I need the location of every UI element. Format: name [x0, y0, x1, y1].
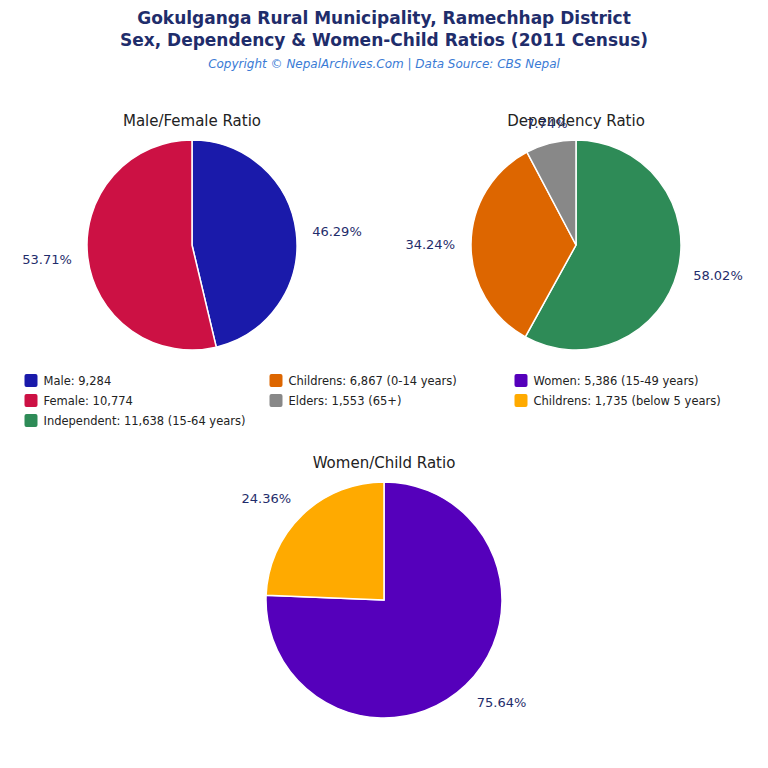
legend-label: Childrens: 6,867 (0-14 years)	[289, 374, 457, 388]
chart-title: Women/Child Ratio	[313, 454, 456, 472]
data-label: 58.02%	[693, 268, 743, 283]
legend-swatch	[25, 414, 38, 427]
pie-chart: Women/Child Ratio 75.64% 24.36%	[242, 454, 527, 718]
legend-swatch	[25, 394, 38, 407]
legend-item: Elders: 1,553 (65+)	[270, 394, 402, 408]
data-label: 24.36%	[242, 491, 292, 506]
slices	[471, 140, 681, 350]
title: Gokulganga Rural Municipality, Ramechhap…	[137, 8, 631, 28]
slices	[266, 482, 502, 718]
data-label: 75.64%	[477, 695, 527, 710]
pie-slice	[266, 482, 502, 718]
chart-root: Gokulganga Rural Municipality, Ramechhap…	[0, 0, 768, 768]
chart-title: Dependency Ratio	[507, 112, 645, 130]
pie-slice	[87, 140, 216, 350]
slices	[87, 140, 297, 350]
pie-chart: Dependency Ratio 58.02% 34.24% 7.74%	[405, 112, 742, 350]
legend-item: Female: 10,774	[25, 394, 133, 408]
annotation: Copyright © NepalArchives.Com | Data Sou…	[208, 57, 560, 71]
legend-swatch	[515, 394, 528, 407]
legend-label: Women: 5,386 (15-49 years)	[534, 374, 699, 388]
data-label: 7.74%	[526, 116, 567, 131]
pie-chart: Male/Female Ratio 46.29% 53.71%	[22, 112, 362, 350]
legend-item: Independent: 11,638 (15-64 years)	[25, 414, 246, 428]
legend-label: Childrens: 1,735 (below 5 years)	[534, 394, 721, 408]
data-label: 46.29%	[312, 224, 362, 239]
legend-swatch	[270, 374, 283, 387]
pie-slice	[527, 140, 576, 245]
legend-item: Childrens: 1,735 (below 5 years)	[515, 394, 721, 408]
subtitle: Sex, Dependency & Women-Child Ratios (20…	[120, 30, 648, 50]
legend-item: Childrens: 6,867 (0-14 years)	[270, 374, 457, 388]
page: {"title": "Gokulganga Rural Municipality…	[0, 0, 768, 768]
background	[0, 0, 768, 768]
legend-swatch	[515, 374, 528, 387]
legend-item: Women: 5,386 (15-49 years)	[515, 374, 699, 388]
legend: Male: 9,284 Female: 10,774 Independent: 11…	[25, 374, 721, 428]
data-label: 34.24%	[405, 237, 455, 252]
chart-title: Male/Female Ratio	[123, 112, 261, 130]
legend-item: Male: 9,284	[25, 374, 112, 388]
legend-label: Elders: 1,553 (65+)	[289, 394, 402, 408]
legend-swatch	[25, 374, 38, 387]
legend-swatch	[270, 394, 283, 407]
legend-label: Male: 9,284	[44, 374, 112, 388]
data-label: 53.71%	[22, 252, 72, 267]
legend-label: Female: 10,774	[44, 394, 133, 408]
legend-label: Independent: 11,638 (15-64 years)	[44, 414, 246, 428]
